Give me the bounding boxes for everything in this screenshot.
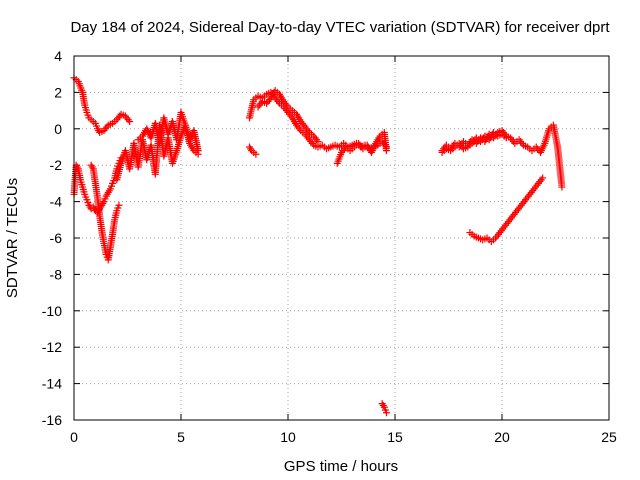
data-point [247,145,255,153]
series-sat-a [70,74,134,136]
series-sat-f [245,143,260,158]
data-point [382,147,390,155]
series-sat-m [466,174,547,246]
y-axis-label: SDTVAR / TECUs [4,178,21,298]
x-tick-label: 10 [280,429,296,445]
chart-title: Day 184 of 2024, Sidereal Day-to-day VTE… [70,19,610,36]
data-point [252,150,260,158]
y-tick-label: -6 [50,230,63,246]
series-sat-l [438,128,510,156]
y-tick-label: -10 [42,303,62,319]
x-tick-label: 0 [70,429,78,445]
series-sat-e [134,108,202,158]
data-point [115,201,123,209]
x-tick-label: 15 [387,429,403,445]
data-point [558,183,566,191]
y-tick-label: 0 [54,121,62,137]
grid [74,56,609,420]
series-sat-h [254,87,322,146]
data-point [194,150,202,158]
series-sat-j [378,400,390,417]
data-point [539,174,547,182]
data-point [314,138,322,146]
x-axis-label: GPS time / hours [284,458,398,475]
series-sat-i [333,128,390,167]
y-tick-label: 2 [54,84,62,100]
x-tick-label: 20 [494,429,510,445]
data-point [88,163,96,171]
x-tick-label: 25 [601,429,617,445]
plot-frame [73,55,610,421]
data-points [70,74,566,417]
series-sat-c [87,161,123,264]
y-tick-label: 4 [54,48,62,64]
data-point [382,409,390,417]
data-point [502,134,510,142]
y-tick-label: -14 [42,376,62,392]
y-tick-label: -12 [42,339,62,355]
x-tick-label: 5 [177,429,185,445]
y-tick-label: -16 [42,412,62,428]
y-tick-label: -2 [50,157,63,173]
y-tick-label: -4 [50,194,63,210]
y-tick-label: -8 [50,266,63,282]
data-point [126,118,134,126]
